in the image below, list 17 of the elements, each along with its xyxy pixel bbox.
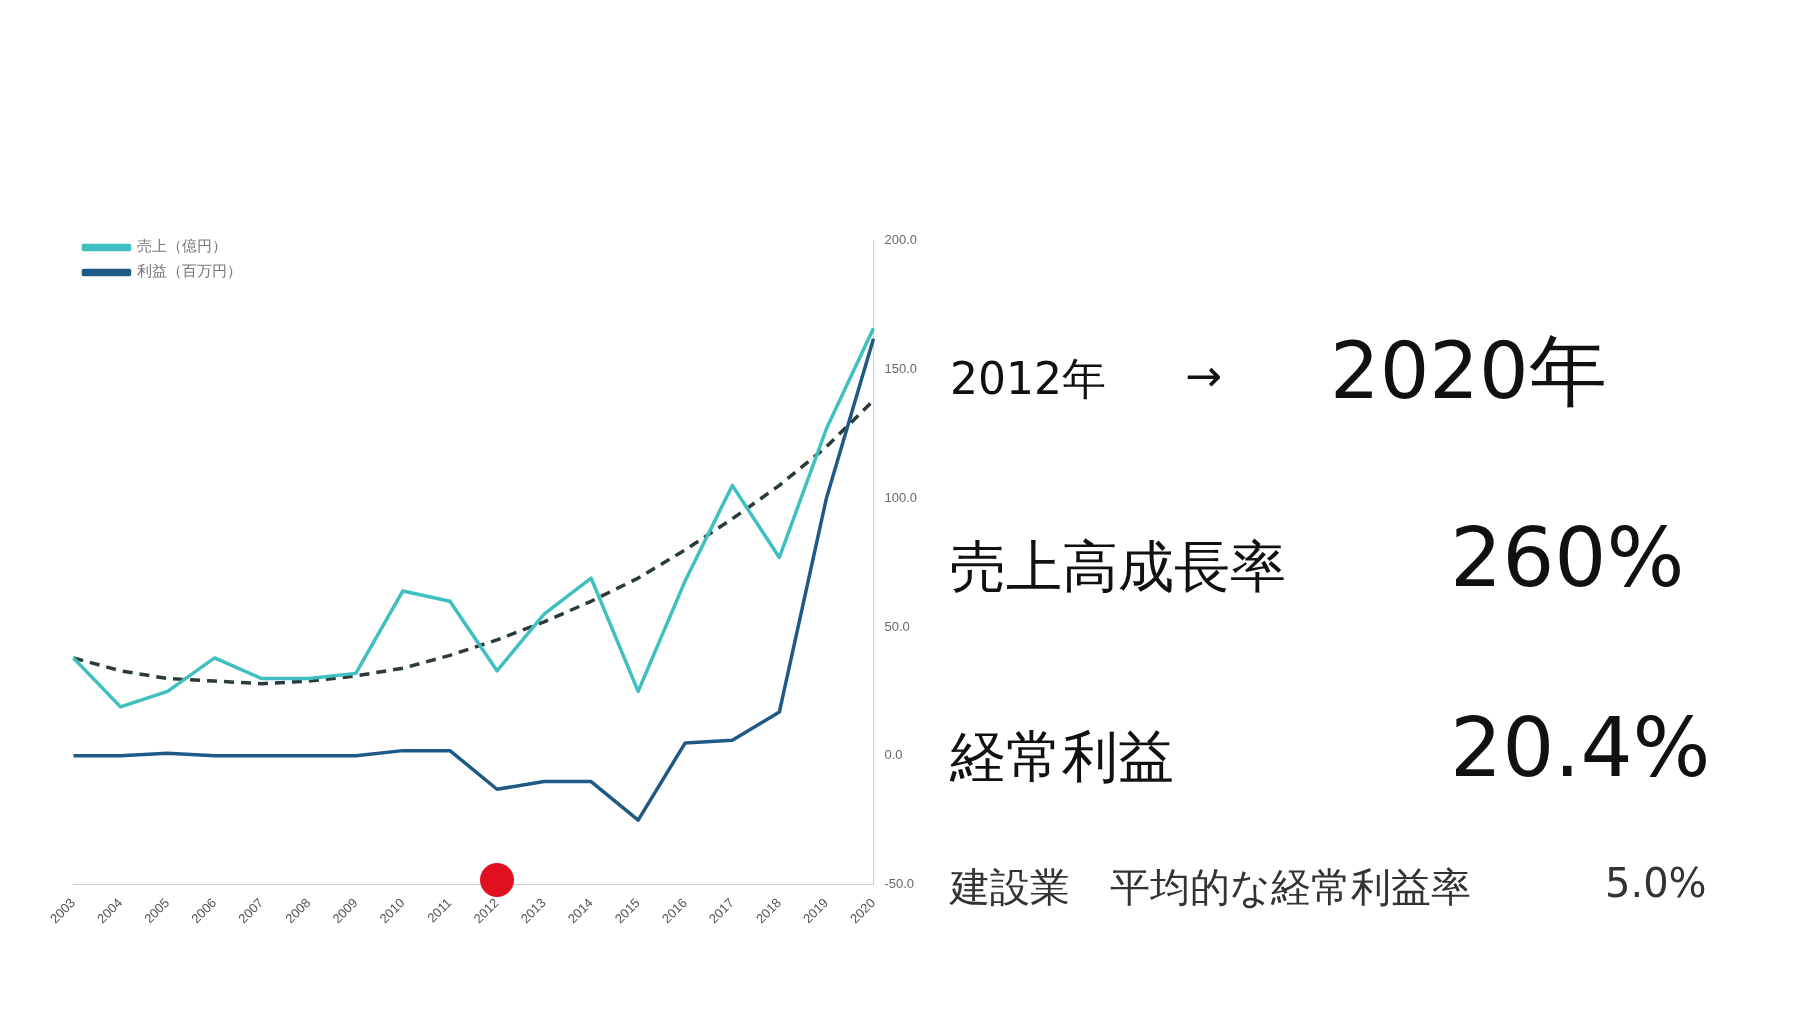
text: 2012年 bbox=[950, 352, 1106, 406]
legend-label: 利益（百万円） bbox=[136, 262, 242, 281]
text: 売上高成長率 bbox=[950, 533, 1286, 601]
legend-label: 売上（億円） bbox=[136, 237, 227, 256]
text: → bbox=[1185, 350, 1222, 401]
y-tick-label: 100.0 bbox=[884, 489, 918, 505]
text: 2020年 bbox=[1330, 325, 1607, 418]
y-tick-label: 0.0 bbox=[884, 747, 903, 763]
text: 5.0% bbox=[1605, 860, 1707, 906]
text: 経常利益 bbox=[950, 723, 1174, 791]
y-tick-label: -50.0 bbox=[884, 876, 915, 892]
y-tick-label: 150.0 bbox=[884, 361, 918, 377]
text: 20.4% bbox=[1450, 700, 1711, 795]
text: 260% bbox=[1450, 510, 1685, 605]
text: 建設業 平均的な経常利益率 bbox=[950, 863, 1471, 912]
y-tick-label: 200.0 bbox=[884, 232, 918, 248]
y-tick-label: 50.0 bbox=[884, 618, 910, 634]
